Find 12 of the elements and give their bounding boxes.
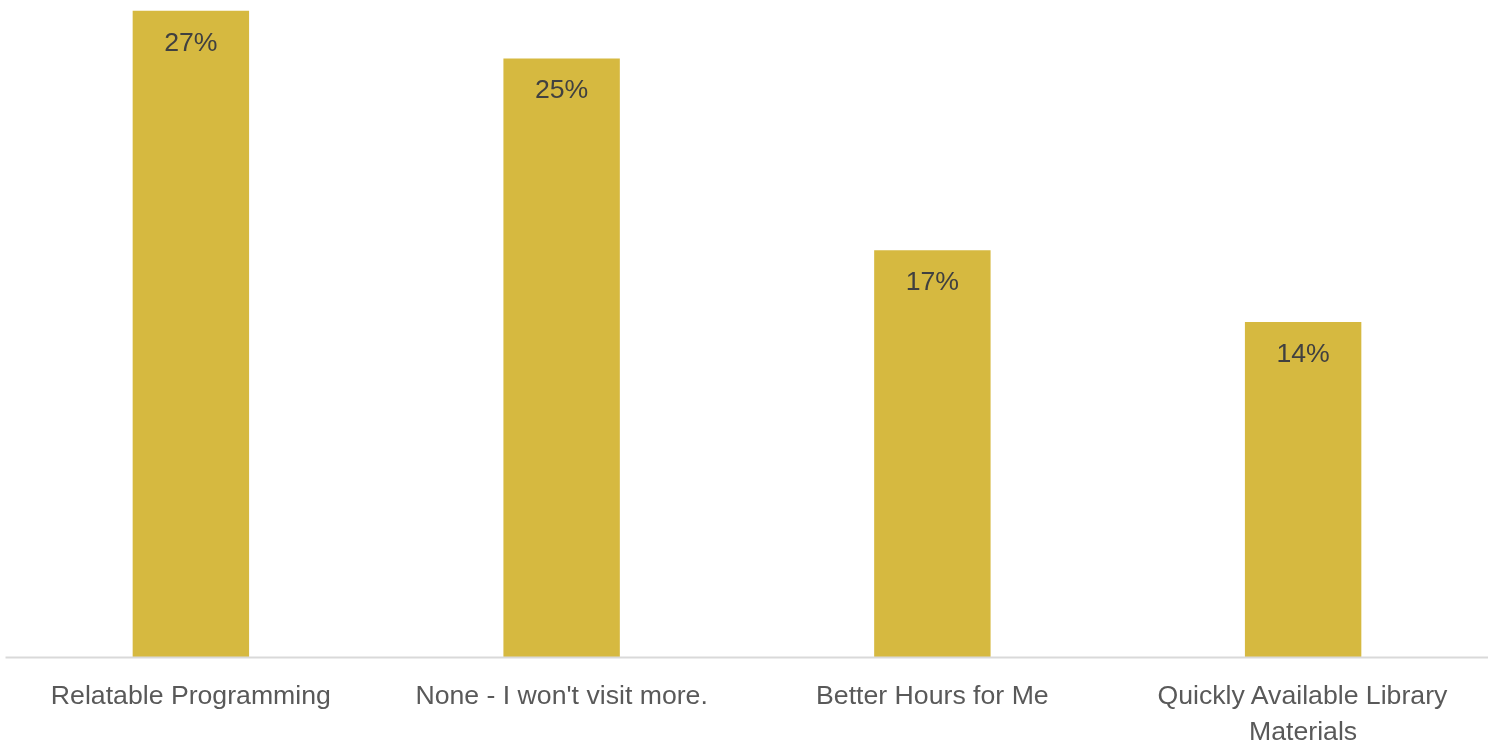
data-label: 25% (534, 74, 589, 105)
x-tick-label: None - I won't visit more. (415, 679, 708, 710)
data-label: 27% (164, 26, 218, 57)
x-tick-label: Better Hours for Me (816, 679, 1049, 710)
x-tick-label: Quickly Available Library Materials (1157, 679, 1449, 746)
bar (503, 58, 620, 658)
bar (874, 250, 991, 658)
bar (1244, 322, 1362, 658)
x-tick-label: Relatable Programming (50, 679, 331, 710)
bar (132, 10, 250, 658)
data-label: 17% (905, 266, 960, 297)
data-label: 14% (1276, 338, 1330, 369)
